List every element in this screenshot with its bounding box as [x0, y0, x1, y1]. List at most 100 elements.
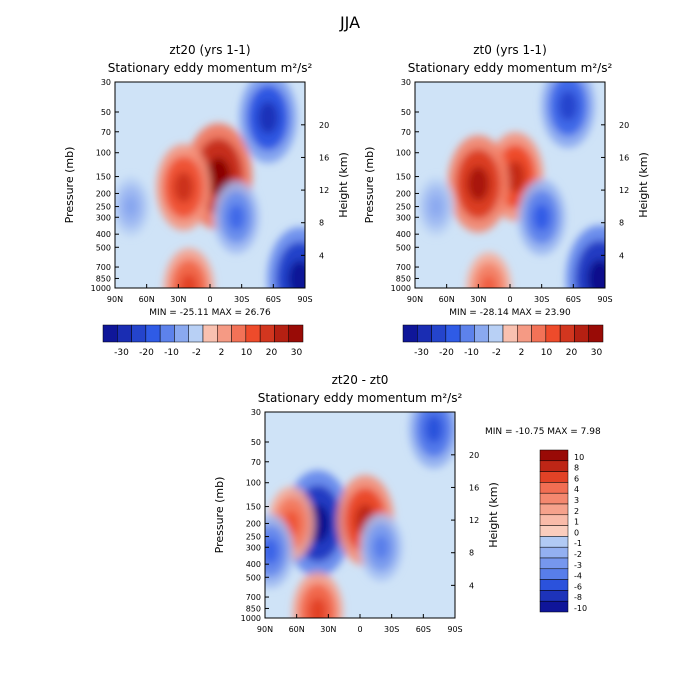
y2-axis-label: Height (km) [337, 152, 350, 218]
colorbar-swatch [145, 324, 161, 343]
stats-label: MIN = -28.14 MAX = 23.90 [449, 308, 571, 318]
colorbar-swatch [588, 324, 604, 343]
colorbar-swatch [288, 324, 304, 343]
y2-axis-label: Height (km) [637, 152, 650, 218]
y-axis-label: Pressure (mb) [63, 147, 76, 224]
colorbar-label: 2 [519, 348, 525, 358]
contour-core [505, 160, 526, 193]
y-tick-label: 300 [96, 213, 111, 222]
y-tick-label: 70 [401, 128, 411, 137]
colorbar-swatch [102, 324, 118, 343]
colorbar-label: -2 [192, 348, 201, 358]
colorbar-swatch [517, 324, 532, 343]
contour-core [265, 537, 279, 565]
colorbar-swatch [202, 324, 218, 343]
colorbar-label: 20 [566, 348, 578, 358]
colorbar-label: 20 [266, 348, 278, 358]
y-tick-label: 850 [396, 274, 411, 283]
y-tick-label: 100 [246, 479, 261, 488]
colorbar-swatch [174, 324, 189, 343]
contour-core [373, 535, 389, 560]
field-layer [265, 412, 455, 618]
colorbar-label: 3 [574, 496, 579, 505]
colorbar-label: -10 [164, 348, 179, 358]
contour-core [257, 101, 279, 134]
y-tick-label: 700 [246, 593, 261, 602]
colorbar-swatch [539, 568, 569, 580]
contour-core [179, 273, 198, 288]
colorbar-label: 10 [574, 453, 584, 462]
chart-subtitle: Stationary eddy momentum m²/s² [408, 61, 613, 75]
y-tick-label: 500 [96, 243, 111, 252]
colorbar-swatch [539, 600, 569, 613]
y-tick-label: 150 [96, 173, 111, 182]
colorbar-swatch [545, 324, 561, 343]
colorbar-label: -2 [574, 550, 582, 559]
x-tick-label: 0 [207, 295, 212, 304]
colorbar-label: 4 [574, 485, 579, 494]
colorbar-swatch [259, 324, 275, 343]
x-tick-label: 0 [357, 625, 362, 634]
x-tick-label: 60N [439, 295, 455, 304]
field-layer [415, 82, 605, 288]
y-tick-label: 700 [96, 263, 111, 272]
colorbar-swatch [539, 579, 569, 591]
y2-tick-label: 4 [469, 581, 474, 590]
colorbar-label: -3 [574, 561, 582, 570]
x-tick-label: 0 [507, 295, 512, 304]
x-tick-label: 60S [266, 295, 281, 304]
colorbar-label: 10 [541, 348, 553, 358]
y2-tick-label: 8 [469, 549, 474, 558]
colorbar-label: -8 [574, 593, 582, 602]
y-tick-label: 400 [96, 230, 111, 239]
field-blobs [115, 82, 305, 288]
colorbar-label: 30 [591, 348, 603, 358]
y-tick-label: 1000 [91, 284, 111, 293]
colorbar-swatch [117, 324, 132, 343]
chart-subtitle: Stationary eddy momentum m²/s² [108, 61, 313, 75]
contour-core [173, 171, 194, 203]
x-tick-label: 30S [234, 295, 249, 304]
x-tick-label: 90N [107, 295, 123, 304]
field-blobs [265, 412, 455, 618]
colorbar-swatch [402, 324, 418, 343]
colorbar-label: -2 [492, 348, 501, 358]
colorbar-label: 10 [241, 348, 253, 358]
colorbar-swatch [445, 324, 461, 343]
page-title: JJA [339, 13, 360, 32]
y2-tick-label: 4 [319, 251, 324, 260]
colorbar-swatch [539, 590, 569, 602]
y-tick-label: 100 [396, 149, 411, 158]
y2-tick-label: 12 [469, 516, 479, 525]
y-axis-label: Pressure (mb) [213, 477, 226, 554]
contour-core [206, 157, 231, 196]
panel-zt20: zt20 (yrs 1-1) Stationary eddy momentum m… [63, 43, 350, 358]
y-tick-label: 850 [96, 274, 111, 283]
y2-tick-label: 16 [469, 483, 479, 492]
chart-title: zt20 - zt0 [332, 373, 389, 387]
colorbar-swatch [417, 324, 432, 343]
x-tick-label: 30S [534, 295, 549, 304]
colorbar-swatch [231, 324, 247, 343]
y2-tick-label: 8 [319, 219, 324, 228]
contour-core [587, 259, 605, 288]
field-layer [115, 82, 305, 288]
y-tick-label: 70 [251, 458, 261, 467]
x-tick-label: 90S [297, 295, 312, 304]
x-tick-label: 30N [170, 295, 186, 304]
colorbar-label: -4 [574, 572, 582, 581]
y-tick-label: 300 [396, 213, 411, 222]
y2-axis-label: Height (km) [487, 482, 500, 548]
x-tick-label: 90S [597, 295, 612, 304]
colorbar-label: -20 [139, 348, 154, 358]
y-tick-label: 50 [101, 108, 111, 117]
colorbar-swatch [539, 546, 569, 559]
colorbar-label: -10 [574, 604, 587, 613]
panel-zt0: zt0 (yrs 1-1) Stationary eddy momentum m²… [363, 43, 650, 358]
colorbar-label: 2 [219, 348, 225, 358]
y2-tick-label: 8 [619, 219, 624, 228]
colorbar-label: 6 [574, 474, 579, 483]
colorbar-swatch [488, 324, 504, 343]
y2-tick-label: 16 [619, 153, 629, 162]
